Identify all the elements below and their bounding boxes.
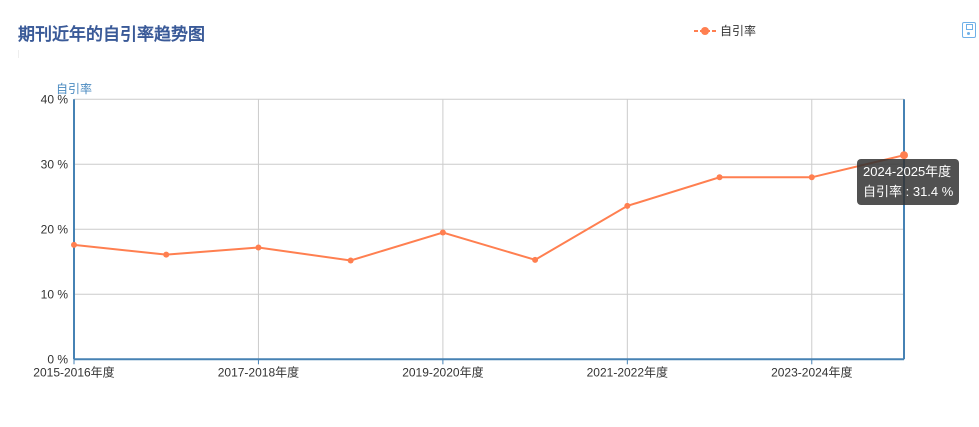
data-point <box>624 202 631 209</box>
divider <box>18 50 19 58</box>
y-tick-label: 10 % <box>41 287 69 301</box>
legend-label: 自引率 <box>720 24 757 38</box>
y-tick-label: 40 % <box>41 92 69 106</box>
data-point <box>716 174 723 181</box>
y-tick-label: 30 % <box>41 157 69 171</box>
legend-line-icon <box>694 26 716 35</box>
data-point <box>808 174 815 181</box>
y-axis-label: 自引率 <box>56 82 93 96</box>
x-tick-label: 2019-2020年度 <box>402 364 483 379</box>
tooltip: 2024-2025年度 自引率 : 31.4 % <box>857 159 960 205</box>
chart-title: 期刊近年的自引率趋势图 <box>18 25 205 44</box>
legend-item[interactable]: 自引率 <box>694 22 756 39</box>
x-tick-label: 2021-2022年度 <box>587 364 668 379</box>
x-tick-label: 2023-2024年度 <box>771 364 852 379</box>
data-point <box>900 151 908 160</box>
data-point <box>71 241 77 248</box>
y-tick-label: 0 % <box>47 352 68 366</box>
data-point <box>347 257 354 264</box>
tooltip-category: 2024-2025年度 <box>863 164 952 179</box>
data-point <box>439 229 446 236</box>
data-point <box>532 256 539 263</box>
tooltip-value: 自引率 : 31.4 % <box>863 184 954 199</box>
x-tick-label: 2017-2018年度 <box>218 364 299 379</box>
series-line <box>73 154 905 262</box>
x-tick-label: 2015-2016年度 <box>33 364 114 379</box>
data-point <box>163 251 170 258</box>
save-icon[interactable] <box>962 22 976 38</box>
data-point <box>255 244 262 251</box>
y-tick-label: 20 % <box>41 222 69 236</box>
